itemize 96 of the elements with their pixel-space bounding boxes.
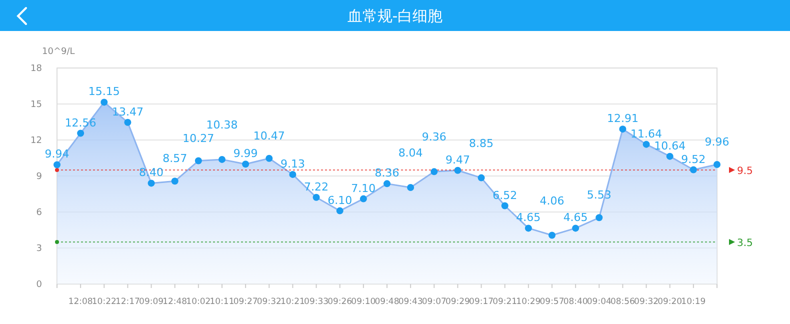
y-tick-label: 3 (36, 244, 42, 254)
point (77, 130, 84, 137)
x-tick-label: 10:19 (681, 297, 706, 307)
x-tick-label: 09:33 (304, 297, 329, 307)
point (690, 166, 697, 174)
x-tick-label: 09:43 (398, 297, 423, 307)
data-label: 7.10 (351, 182, 376, 195)
data-label: 9.52 (681, 152, 706, 166)
point (312, 194, 320, 201)
point (194, 157, 202, 164)
point (454, 166, 462, 174)
point (642, 140, 650, 148)
x-tick-label: 09:57 (540, 297, 564, 307)
point (430, 168, 438, 176)
data-label: 5.53 (586, 188, 612, 202)
point (714, 160, 720, 168)
x-tick-label: 12:17 (115, 297, 140, 307)
x-tick-label: 09:27 (233, 297, 258, 307)
data-label: 4.65 (563, 211, 588, 224)
data-label: 10.47 (253, 129, 285, 142)
x-tick-label: 09:21 (492, 297, 518, 307)
x-tick-label: 09:09 (139, 297, 164, 307)
data-label: 9.94 (44, 148, 70, 161)
y-tick-label: 18 (30, 64, 42, 74)
x-tick-label: 08:40 (563, 297, 588, 307)
data-label: 4.06 (540, 194, 564, 208)
y-tick-label: 6 (36, 208, 42, 218)
point (407, 184, 414, 192)
data-label: 10.27 (182, 132, 214, 145)
y-tick-label: 0 (36, 280, 42, 290)
x-tick-label: 09:07 (422, 297, 446, 307)
x-tick-label: 10:21 (280, 297, 305, 307)
data-label: 12.91 (606, 112, 638, 126)
point (384, 180, 390, 188)
data-label: 4.65 (516, 211, 541, 224)
data-label: 7.22 (304, 180, 329, 194)
point (242, 160, 250, 168)
point (619, 126, 626, 133)
chart-title: 血常规-白细胞 (347, 7, 443, 25)
data-label: 8.40 (139, 166, 164, 180)
data-label: 15.15 (88, 85, 120, 98)
x-tick-label: 09:26 (328, 297, 352, 307)
data-label: 13.47 (112, 105, 144, 118)
point (572, 224, 580, 232)
data-label: 8.85 (469, 136, 494, 150)
x-tick-label: 09:20 (658, 297, 682, 307)
point (54, 161, 60, 168)
ref-line-label: 9.5 (737, 166, 753, 177)
point (478, 174, 485, 182)
x-tick-label: 12:48 (162, 297, 188, 307)
x-tick-label: 12:08 (68, 297, 93, 307)
data-label: 9.99 (233, 147, 258, 160)
y-tick-label: 12 (30, 136, 42, 146)
point (336, 207, 344, 214)
x-tick-label: 09:04 (586, 297, 612, 307)
x-tick-label: 09:10 (351, 297, 376, 307)
point (171, 178, 178, 185)
x-tick-label: 10:22 (92, 297, 116, 307)
data-label: 8.04 (398, 146, 423, 160)
data-label: 9.13 (280, 157, 305, 170)
x-tick-label: 09:29 (445, 297, 470, 307)
point (100, 98, 108, 106)
data-label: 8.36 (374, 166, 400, 180)
point (289, 170, 296, 178)
x-tick-label: 09:17 (469, 297, 494, 307)
x-tick-label: 08:56 (610, 297, 635, 307)
x-tick-label: 10:11 (210, 297, 234, 307)
data-label: 12.56 (64, 116, 96, 130)
x-tick-label: 09:48 (374, 297, 400, 307)
x-tick-label: 09:32 (256, 297, 282, 307)
x-tick-label: 09:32 (634, 297, 659, 307)
point (596, 214, 603, 222)
y-tick-label: 15 (30, 100, 42, 110)
point (218, 156, 226, 163)
point (548, 232, 556, 239)
data-label: 6.52 (492, 188, 518, 202)
y-axis-title: 10^9/L (42, 47, 75, 57)
point (266, 154, 273, 162)
data-label: 10.38 (206, 118, 238, 132)
x-tick-label: 10:29 (516, 297, 541, 307)
data-label: 6.10 (328, 194, 352, 207)
point (148, 180, 155, 187)
point (524, 224, 532, 232)
data-label: 10.64 (654, 139, 686, 152)
data-label: 8.57 (162, 152, 188, 166)
data-label: 9.36 (422, 130, 446, 144)
data-label: 11.64 (630, 127, 662, 140)
y-tick-label: 9 (36, 172, 42, 182)
data-label: 9.47 (445, 153, 470, 166)
data-label: 9.96 (704, 135, 730, 148)
x-tick-label: 10:02 (186, 297, 211, 307)
point (360, 195, 367, 202)
ref-line-label: 3.5 (737, 238, 753, 249)
point (124, 118, 132, 126)
point (501, 202, 508, 210)
point (666, 152, 674, 160)
